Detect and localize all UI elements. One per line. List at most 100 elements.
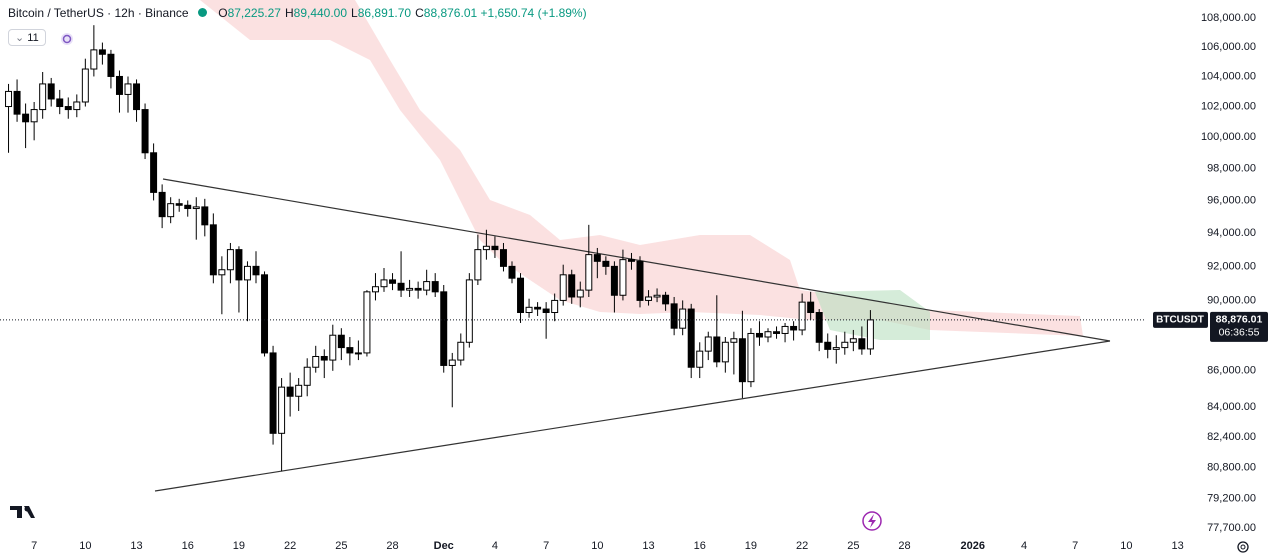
candle-body: [397, 282, 405, 291]
candle-body: [645, 296, 653, 301]
change: +1,650.74 (+1.89%): [480, 6, 587, 20]
candle-body: [849, 338, 857, 343]
candle-body: [525, 306, 533, 314]
candle-body: [670, 303, 678, 329]
symbol-tag-bg: [1153, 311, 1208, 328]
y-tick-label: 94,000.00: [1207, 227, 1256, 239]
indicator-count: 11: [27, 32, 39, 44]
x-tick-label: 28: [386, 540, 398, 552]
price-tag-bg: [1210, 311, 1268, 342]
x-tick-label: 13: [1171, 540, 1183, 552]
candle-body: [115, 75, 123, 95]
candle-body: [482, 245, 490, 251]
candle-body: [491, 245, 499, 251]
price-tag: 88,876.01: [1216, 314, 1263, 326]
ohlc-legend: O87,225.27 H89,440.00 L86,891.70 C88,876.01: [214, 6, 480, 20]
ohlc-value: 87,225.27: [227, 6, 281, 20]
candle-body: [627, 259, 635, 262]
y-tick-label: 100,000.00: [1201, 131, 1256, 143]
y-tick-label: 98,000.00: [1207, 162, 1256, 174]
candle-body: [457, 341, 465, 361]
candle-body: [465, 279, 473, 343]
y-tick-label: 102,000.00: [1201, 100, 1256, 112]
y-tick-label: 96,000.00: [1207, 194, 1256, 206]
ohlc-value: 89,440.00: [293, 6, 348, 20]
x-tick-label: 10: [79, 540, 91, 552]
x-tick-label: 13: [642, 540, 654, 552]
candle-body: [235, 249, 243, 281]
candle-body: [704, 336, 712, 352]
settings-icon[interactable]: [1237, 541, 1249, 553]
candle-body: [747, 332, 755, 383]
y-tick-label: 77,700.00: [1207, 522, 1256, 534]
candle-body: [261, 274, 269, 354]
candle-body: [150, 152, 158, 193]
trendline: [162, 178, 1111, 342]
candle-body: [568, 274, 576, 298]
candle-body: [56, 98, 64, 108]
y-tick-label: 80,800.00: [1207, 461, 1256, 473]
candle-body: [167, 203, 175, 218]
x-tick-label: 2026: [961, 540, 985, 552]
candle-body: [124, 83, 132, 95]
symbol-header: Bitcoin / TetherUS · 12h · Binance O87,2…: [8, 6, 587, 20]
candle-body: [363, 291, 371, 354]
candle-body: [866, 319, 874, 350]
x-tick-label: 10: [1120, 540, 1132, 552]
candle-body: [192, 206, 200, 210]
candle-body: [133, 83, 141, 111]
candle-body: [764, 331, 772, 338]
candle-body: [619, 259, 627, 296]
sync-icon[interactable]: [60, 32, 74, 46]
event-icon[interactable]: [862, 511, 882, 531]
x-tick-label: 10: [591, 540, 603, 552]
x-tick-label: 16: [182, 540, 194, 552]
candle-body: [354, 352, 362, 355]
candle-body: [406, 287, 414, 291]
candle-body: [841, 341, 849, 349]
candle-body: [542, 308, 550, 314]
countdown: 06:36:55: [1219, 327, 1260, 339]
candle-body: [269, 352, 277, 434]
candle-body: [431, 281, 439, 293]
candle-body: [337, 334, 345, 349]
candle-body: [798, 301, 806, 331]
y-tick-label: 104,000.00: [1201, 70, 1256, 82]
x-tick-label: 13: [130, 540, 142, 552]
candle-body: [380, 279, 388, 288]
y-tick-label: 106,000.00: [1201, 41, 1256, 53]
candle-body: [346, 347, 354, 354]
trendline: [154, 340, 1111, 492]
symbol-title[interactable]: Bitcoin / TetherUS · 12h · Binance: [8, 6, 189, 20]
candle-body: [730, 338, 738, 343]
indicator-button[interactable]: ⌄ 11: [8, 29, 46, 46]
candle-body: [832, 347, 840, 350]
x-tick-label: 28: [898, 540, 910, 552]
candle-body: [295, 384, 303, 397]
candle-body: [559, 274, 567, 301]
x-tick-label: 25: [847, 540, 859, 552]
candle-body: [90, 49, 98, 70]
x-tick-label: 22: [284, 540, 296, 552]
ohlc-label: L: [351, 6, 358, 20]
x-tick-label: 7: [1072, 540, 1078, 552]
candle-body: [662, 294, 670, 305]
price-axis: [1145, 0, 1280, 535]
candle-body: [636, 260, 644, 301]
candle-body: [610, 265, 618, 296]
candle-body: [30, 109, 38, 123]
candle-body: [755, 332, 763, 338]
candle-body: [22, 113, 30, 123]
y-tick-label: 86,000.00: [1207, 365, 1256, 377]
ohlc-value: 86,891.70: [357, 6, 412, 20]
candle-body: [602, 260, 610, 267]
candle-body: [773, 331, 781, 334]
candle-body: [158, 191, 166, 218]
candle-body: [81, 68, 89, 103]
status-dot: [197, 8, 207, 17]
candle-body: [824, 341, 832, 350]
ohlc-label: H: [284, 6, 294, 20]
candle-body: [73, 101, 81, 111]
